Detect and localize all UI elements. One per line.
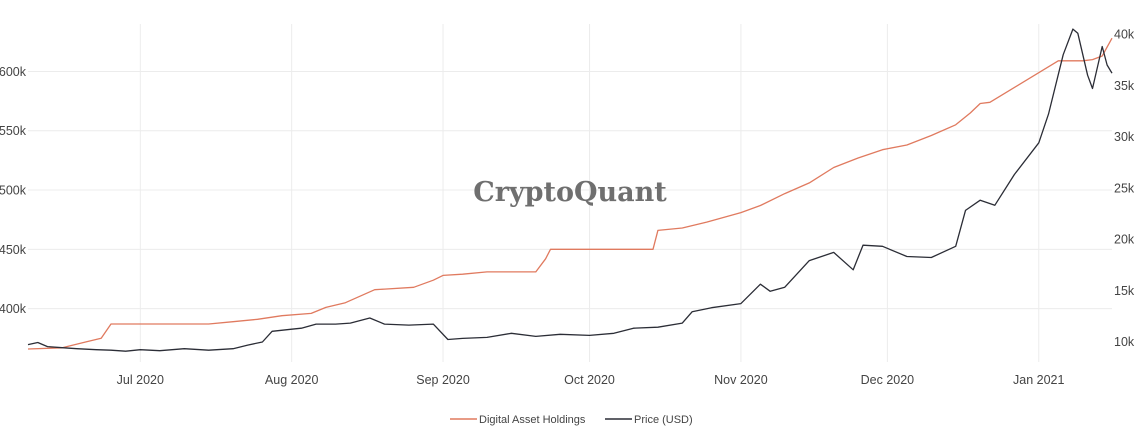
x-tick-label: Dec 2020	[861, 373, 915, 387]
y-right-tick-label: 25k	[1114, 181, 1135, 195]
x-tick-label: Jan 2021	[1013, 373, 1064, 387]
y-left-tick-label: 550k	[0, 124, 27, 138]
y-left-tick-label: 450k	[0, 243, 27, 257]
legend-label-price-usd: Price (USD)	[634, 414, 693, 426]
x-tick-label: Nov 2020	[714, 373, 768, 387]
x-tick-label: Aug 2020	[265, 373, 319, 387]
watermark-logo: CryptoQuant	[473, 177, 667, 208]
x-axis: Jul 2020 Aug 2020 Sep 2020 Oct 2020 Nov 2020…	[117, 373, 1065, 387]
y-right-tick-label: 40k	[1114, 28, 1135, 42]
x-tick-label: Jul 2020	[117, 373, 164, 387]
legend: Digital Asset Holdings Price (USD)	[450, 414, 693, 426]
y-axis-left: 400k 450k 500k 550k 600k	[0, 65, 27, 316]
y-left-tick-label: 400k	[0, 302, 27, 316]
y-right-tick-label: 15k	[1114, 284, 1135, 298]
series-line-price-usd	[27, 28, 1113, 352]
y-right-tick-label: 10k	[1114, 335, 1135, 349]
y-right-tick-label: 35k	[1114, 79, 1135, 93]
y-left-tick-label: 600k	[0, 65, 27, 79]
legend-label-digital-asset-holdings: Digital Asset Holdings	[479, 414, 586, 426]
y-axis-right: 10k 15k 20k 25k 30k 35k 40k	[1114, 28, 1135, 349]
grid-lines	[28, 24, 1112, 362]
series-line-digital-asset-holdings	[27, 37, 1113, 350]
x-tick-label: Sep 2020	[416, 373, 470, 387]
series-lines	[27, 28, 1113, 352]
y-right-tick-label: 20k	[1114, 233, 1135, 247]
x-tick-label: Oct 2020	[564, 373, 615, 387]
y-right-tick-label: 30k	[1114, 130, 1135, 144]
y-left-tick-label: 500k	[0, 184, 27, 198]
